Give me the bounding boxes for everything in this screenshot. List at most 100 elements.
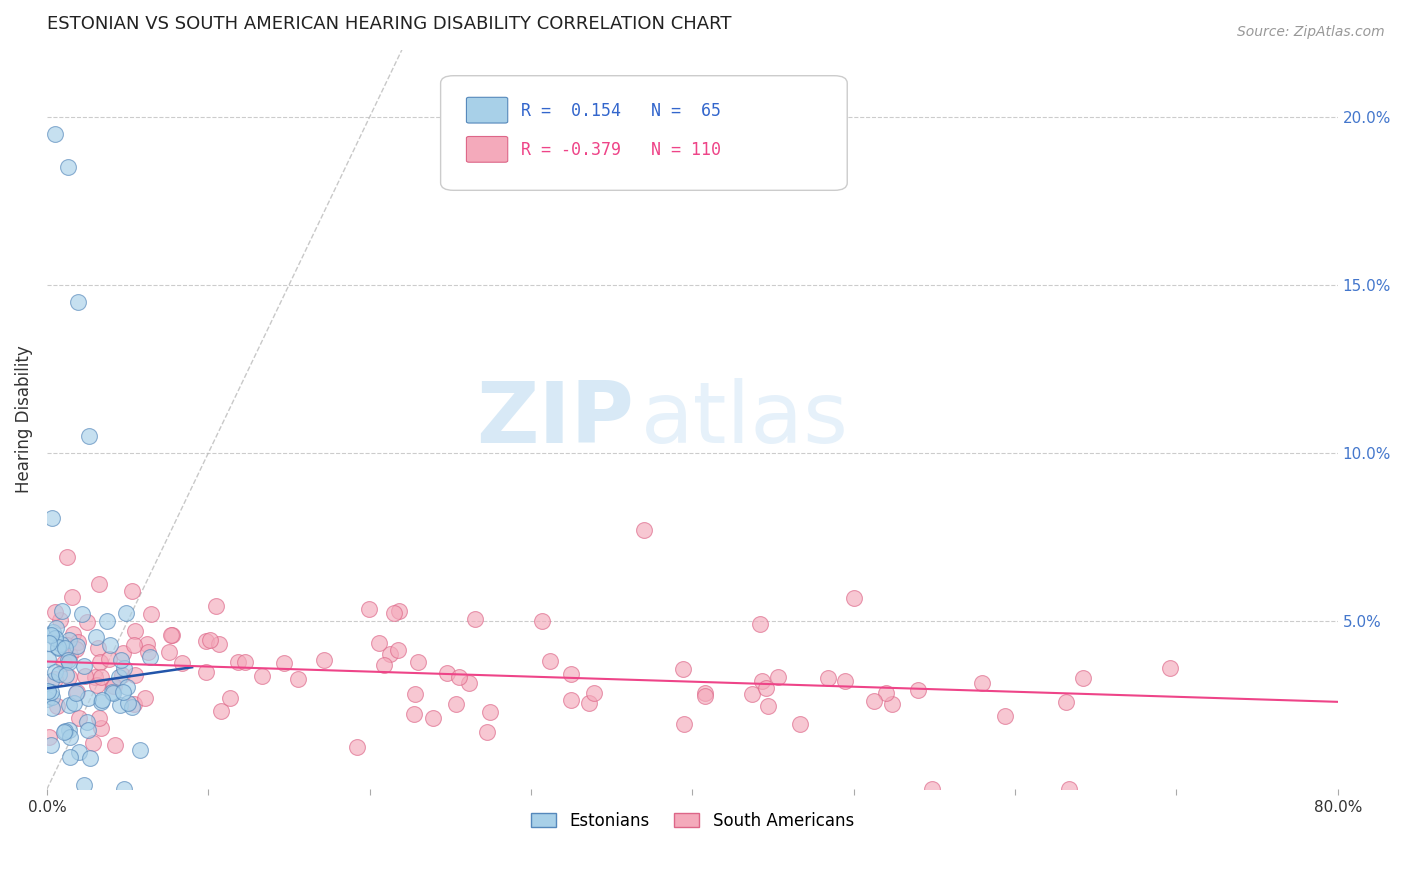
Point [87, 640, 110, 655]
Point [112, 646, 135, 660]
Point [114, 661, 136, 675]
Point [1057, 782, 1080, 797]
Point [141, 607, 163, 621]
Point [87, 711, 110, 725]
Point [673, 716, 696, 731]
Point [52, 656, 75, 670]
Point [479, 705, 502, 719]
Point [475, 725, 498, 739]
Point [312, 653, 335, 667]
Point [39, 738, 62, 752]
Point [875, 686, 897, 700]
Point [76, 715, 98, 730]
Point [368, 636, 391, 650]
Point [834, 673, 856, 688]
Point [41, 701, 63, 715]
Point [65, 685, 87, 699]
Point [195, 633, 218, 648]
FancyBboxPatch shape [440, 76, 848, 190]
Point [46, 698, 69, 713]
Point [560, 693, 582, 707]
Point [53, 725, 76, 739]
Point [117, 697, 139, 711]
Point [101, 679, 124, 693]
Point [157, 645, 180, 659]
Point [373, 658, 395, 673]
Point [560, 667, 582, 681]
Point [219, 690, 242, 705]
Point [56, 550, 79, 565]
Point [67, 710, 90, 724]
Point [77, 429, 100, 443]
Point [693, 690, 716, 704]
Point [226, 655, 249, 669]
Point [49, 613, 72, 627]
Point [382, 607, 405, 621]
Point [252, 669, 274, 683]
Point [1159, 661, 1181, 675]
Text: ZIP: ZIP [477, 378, 634, 461]
Point [53, 641, 76, 656]
Point [204, 599, 226, 613]
Point [73, 669, 96, 683]
Point [101, 685, 124, 699]
Point [972, 675, 994, 690]
Point [66, 294, 89, 309]
Point [79, 751, 101, 765]
Point [359, 602, 381, 616]
Point [842, 591, 865, 605]
Point [76, 615, 98, 629]
Point [58, 633, 80, 648]
Point [46, 640, 69, 655]
Point [46, 640, 69, 654]
Point [458, 676, 481, 690]
Point [194, 665, 217, 680]
Point [58, 723, 80, 737]
Point [39, 673, 62, 688]
Point [273, 656, 295, 670]
Point [70, 607, 93, 621]
Point [58, 749, 80, 764]
Point [695, 686, 717, 700]
Point [53, 724, 76, 739]
Point [406, 655, 429, 669]
Point [139, 650, 162, 665]
Point [538, 654, 561, 668]
Point [135, 637, 157, 651]
Point [111, 668, 134, 682]
Point [1071, 671, 1094, 685]
Point [880, 697, 903, 711]
Point [444, 697, 467, 711]
Point [756, 699, 779, 714]
Point [104, 739, 127, 753]
Point [464, 612, 486, 626]
Text: atlas: atlas [641, 378, 849, 461]
Point [96, 614, 118, 628]
Point [56, 161, 79, 175]
Point [124, 668, 146, 682]
Point [41, 628, 63, 642]
Point [287, 672, 309, 686]
Point [346, 739, 368, 754]
Point [37, 691, 59, 706]
Text: R = -0.379   N = 110: R = -0.379 N = 110 [520, 141, 721, 159]
Point [49, 637, 72, 651]
Point [907, 682, 929, 697]
Point [55, 667, 77, 681]
Point [45, 621, 67, 635]
Point [37, 652, 59, 666]
Point [530, 614, 553, 628]
Point [111, 685, 134, 699]
Point [60, 591, 83, 605]
Point [209, 704, 232, 718]
Point [66, 635, 89, 649]
Point [66, 639, 89, 653]
Point [766, 670, 789, 684]
Point [41, 625, 63, 640]
Point [77, 723, 100, 737]
Point [41, 690, 63, 704]
Point [76, 691, 98, 706]
Point [82, 736, 104, 750]
Point [121, 584, 143, 599]
Point [136, 645, 159, 659]
